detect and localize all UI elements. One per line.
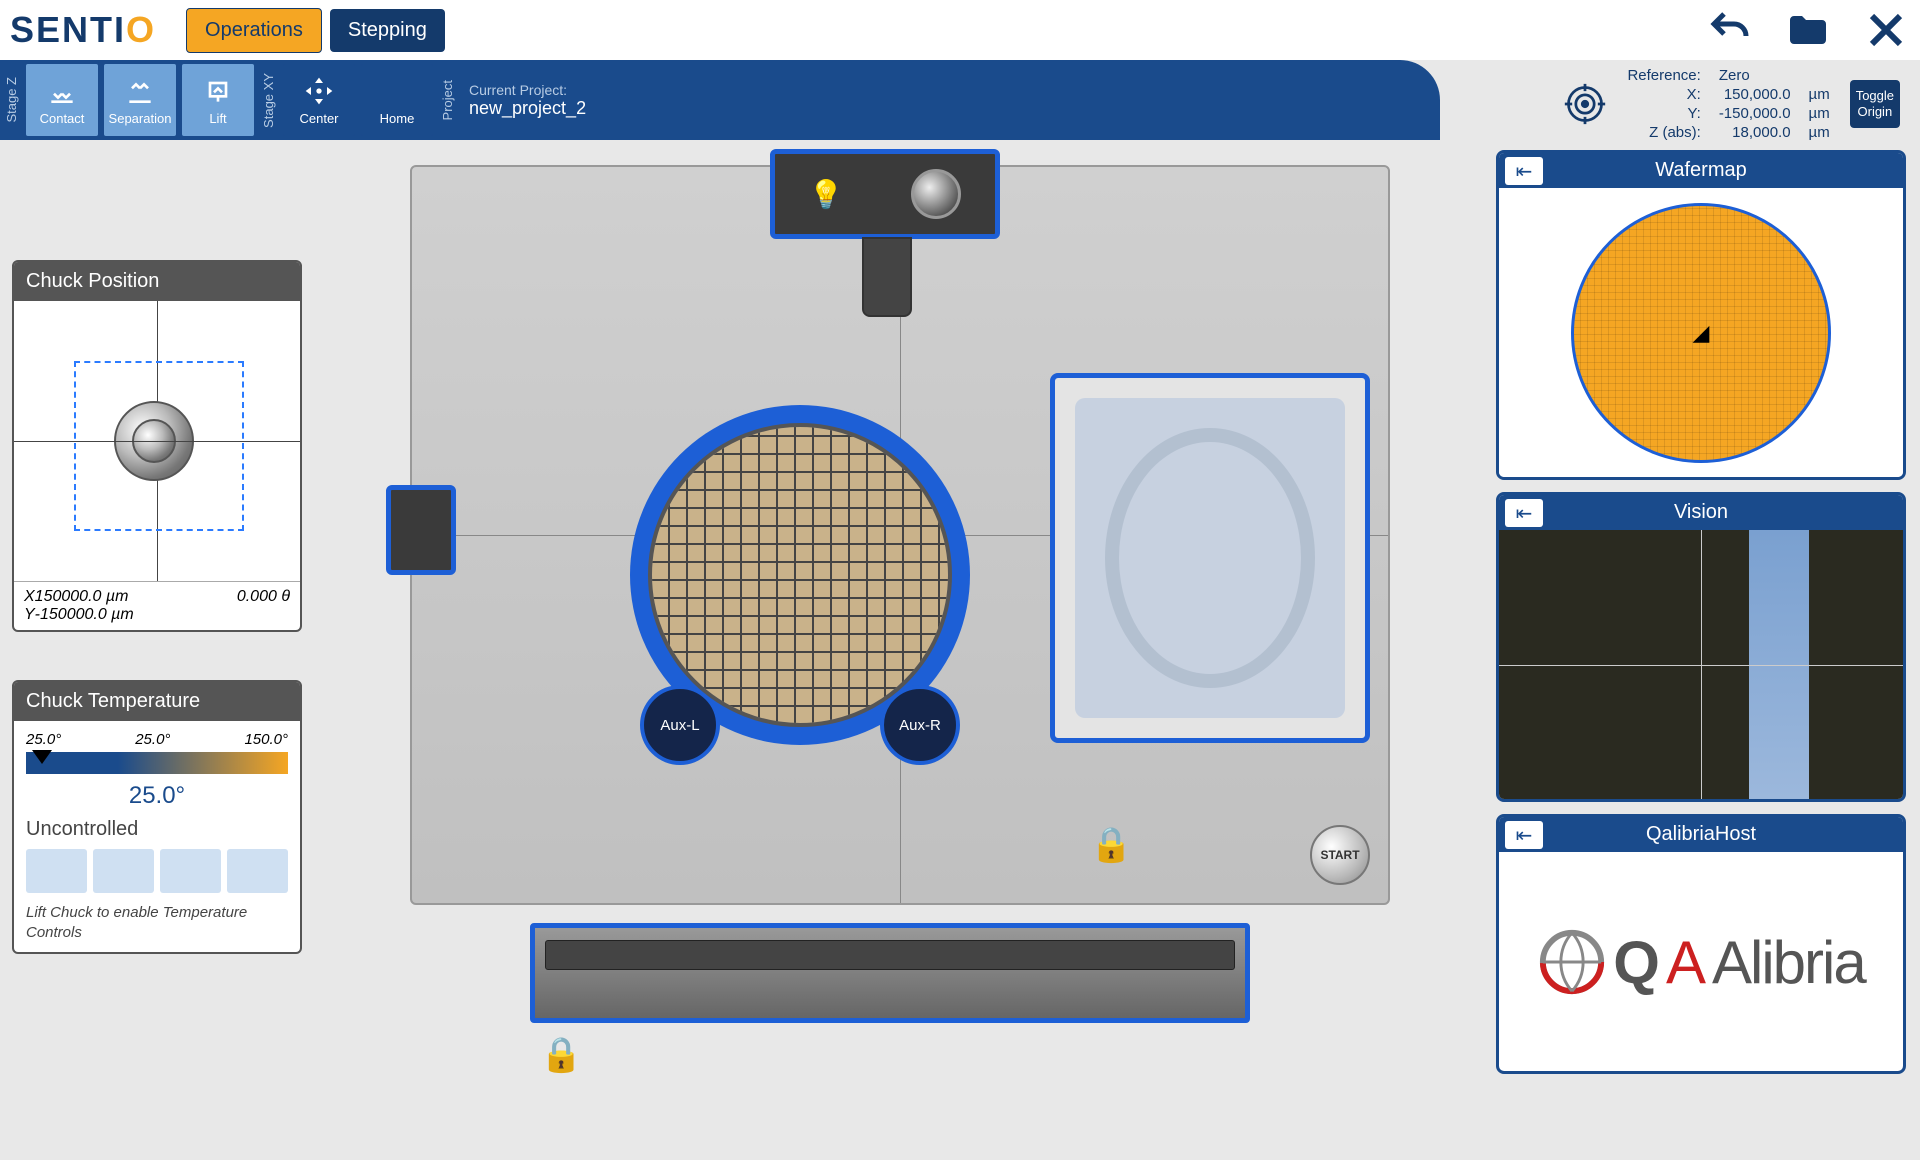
home-button[interactable]: Home bbox=[361, 64, 433, 136]
temp-button-row bbox=[26, 849, 288, 893]
qalibria-title: ⇤ QalibriaHost bbox=[1499, 817, 1903, 852]
vision-body[interactable] bbox=[1499, 530, 1903, 800]
chuck-temperature-title: Chuck Temperature bbox=[14, 682, 300, 721]
wafermap-panel: ⇤ Wafermap bbox=[1496, 150, 1906, 480]
target-icon bbox=[1563, 82, 1607, 126]
brand-logo: SENTIO bbox=[10, 9, 156, 51]
drawer-slot bbox=[545, 940, 1235, 970]
top-toolbar: SENTIO Operations Stepping bbox=[0, 0, 1920, 60]
camera-neck bbox=[862, 237, 912, 317]
temp-status: Uncontrolled bbox=[26, 818, 288, 841]
separation-button[interactable]: Separation bbox=[104, 64, 176, 136]
vision-popout-icon[interactable]: ⇤ bbox=[1505, 499, 1543, 527]
chuck-temperature-panel: Chuck Temperature 25.0°25.0°150.0° 25.0°… bbox=[12, 680, 302, 954]
wafermap-title: ⇤ Wafermap bbox=[1499, 153, 1903, 188]
project-name: new_project_2 bbox=[469, 98, 586, 119]
wafermap-circle bbox=[1571, 203, 1831, 463]
temp-marker bbox=[32, 750, 52, 764]
reference-table: Reference:Zero X:150,000.0µm Y:-150,000.… bbox=[1617, 65, 1839, 143]
cassette-module[interactable] bbox=[1050, 373, 1370, 743]
globe-icon bbox=[1537, 927, 1607, 997]
temp-bar[interactable] bbox=[26, 752, 288, 774]
drawer-module[interactable] bbox=[530, 923, 1250, 1023]
camera-module[interactable]: 💡 bbox=[770, 149, 1000, 239]
qalibria-popout-icon[interactable]: ⇤ bbox=[1505, 821, 1543, 849]
temp-scale: 25.0°25.0°150.0° bbox=[26, 731, 288, 748]
start-button[interactable]: START bbox=[1310, 825, 1370, 885]
qalibria-body[interactable]: QAAlibria bbox=[1499, 852, 1903, 1072]
temp-btn-3[interactable] bbox=[160, 849, 221, 893]
temp-btn-1[interactable] bbox=[26, 849, 87, 893]
chuck-position-title: Chuck Position bbox=[14, 262, 300, 301]
temp-current: 25.0° bbox=[26, 782, 288, 810]
toggle-origin-button[interactable]: ToggleOrigin bbox=[1850, 80, 1900, 127]
stagexy-label: Stage XY bbox=[257, 73, 280, 128]
lock-icon[interactable]: 🔒 bbox=[1090, 825, 1132, 865]
illumination-icon: 💡 bbox=[809, 178, 844, 211]
control-bar: Stage Z Contact Separation Lift Stage XY… bbox=[0, 60, 1440, 140]
aux-right-button[interactable]: Aux-R bbox=[880, 685, 960, 765]
vision-panel: ⇤ Vision bbox=[1496, 492, 1906, 802]
undo-icon[interactable] bbox=[1706, 6, 1754, 54]
wafer-disc bbox=[648, 423, 952, 727]
lock-icon-2[interactable]: 🔒 bbox=[540, 1035, 582, 1075]
project-info: Current Project: new_project_2 bbox=[469, 82, 586, 119]
project-label: Current Project: bbox=[469, 82, 586, 98]
camera-lens-icon bbox=[911, 169, 961, 219]
stage-area: 💡 Aux-L Aux-R START 🔒 🔒 bbox=[410, 165, 1410, 1115]
chuck-indicator bbox=[114, 401, 194, 481]
temp-note: Lift Chuck to enable Temperature Control… bbox=[26, 903, 288, 942]
reference-readout: Reference:Zero X:150,000.0µm Y:-150,000.… bbox=[1563, 65, 1900, 143]
project-vlabel: Project bbox=[436, 80, 459, 120]
center-button[interactable]: Center bbox=[283, 64, 355, 136]
chuck-position-panel: Chuck Position X150000.0 µm0.000 θ Y-150… bbox=[12, 260, 302, 632]
tab-stepping[interactable]: Stepping bbox=[330, 9, 445, 52]
folder-icon[interactable] bbox=[1784, 6, 1832, 54]
vision-strip bbox=[1749, 530, 1809, 800]
temp-btn-4[interactable] bbox=[227, 849, 288, 893]
side-knob[interactable] bbox=[386, 485, 456, 575]
chuck-position-graph[interactable] bbox=[14, 301, 300, 581]
chuck-indicator-inner bbox=[132, 419, 176, 463]
close-icon[interactable] bbox=[1862, 6, 1910, 54]
tab-operations[interactable]: Operations bbox=[186, 8, 322, 53]
qalibria-panel: ⇤ QalibriaHost QAAlibria bbox=[1496, 814, 1906, 1074]
cassette-inner bbox=[1075, 398, 1345, 718]
wafermap-body[interactable] bbox=[1499, 188, 1903, 478]
vision-title: ⇤ Vision bbox=[1499, 495, 1903, 530]
wafermap-popout-icon[interactable]: ⇤ bbox=[1505, 157, 1543, 185]
temp-btn-2[interactable] bbox=[93, 849, 154, 893]
aux-left-button[interactable]: Aux-L bbox=[640, 685, 720, 765]
qalibria-logo: QAAlibria bbox=[1537, 927, 1864, 997]
lift-button[interactable]: Lift bbox=[182, 64, 254, 136]
stagez-label: Stage Z bbox=[0, 77, 23, 123]
contact-button[interactable]: Contact bbox=[26, 64, 98, 136]
chuck-position-coords: X150000.0 µm0.000 θ Y-150000.0 µm bbox=[14, 581, 300, 630]
